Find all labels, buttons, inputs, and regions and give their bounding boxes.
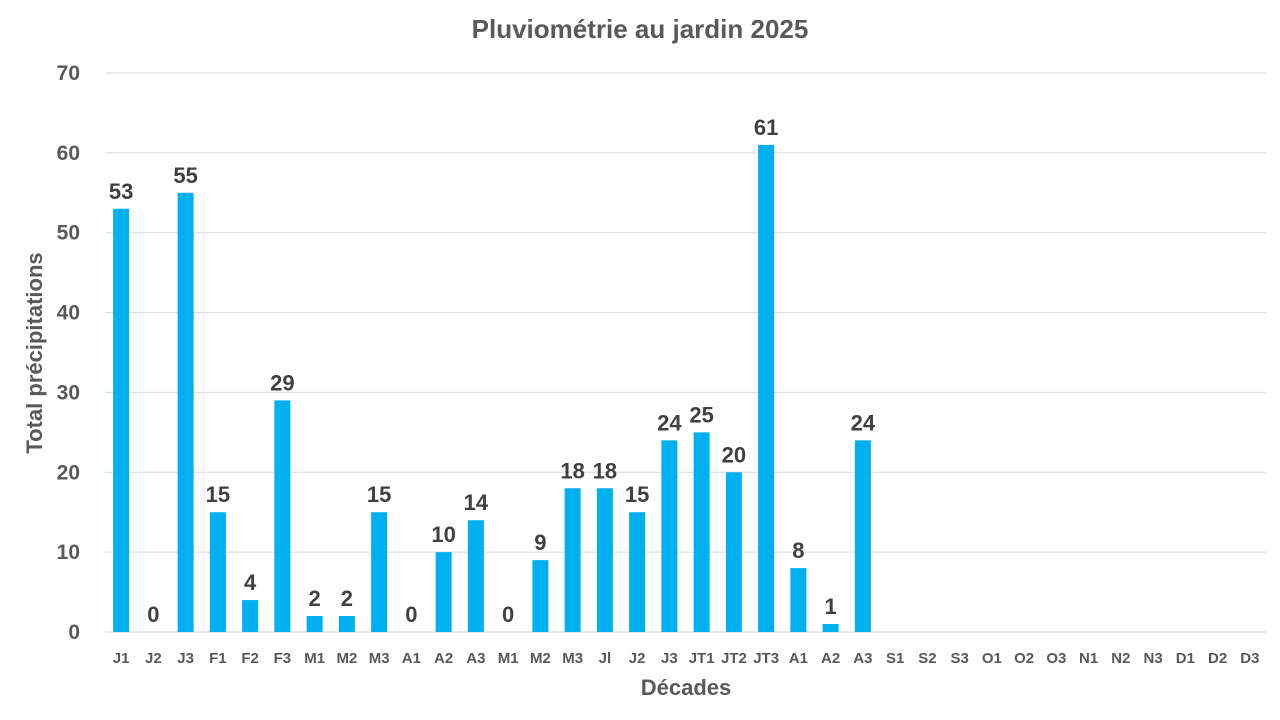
bar: [693, 432, 710, 632]
bar: [209, 512, 226, 632]
y-tick-label: 20: [57, 461, 80, 484]
data-label: 4: [244, 570, 257, 595]
bar: [661, 440, 678, 632]
x-tick-label: JT2: [721, 650, 747, 667]
bar: [596, 488, 613, 632]
data-label: 15: [206, 482, 230, 507]
x-tick-label: N2: [1111, 650, 1130, 667]
data-label: 1: [825, 594, 837, 619]
x-tick-label: M1: [304, 650, 325, 667]
bar: [725, 472, 742, 632]
data-label: 25: [689, 402, 713, 427]
x-tick-label: F2: [241, 650, 259, 667]
bar: [435, 552, 452, 632]
x-tick-label: A2: [821, 650, 840, 667]
bars: [113, 144, 871, 633]
data-label: 24: [657, 410, 682, 435]
data-label: 2: [341, 586, 353, 611]
x-tick-label: O3: [1046, 650, 1066, 667]
x-tick-label: J2: [629, 650, 646, 667]
bar: [338, 616, 355, 632]
data-label: 0: [147, 602, 159, 627]
data-label: 53: [109, 179, 133, 204]
bar: [371, 512, 388, 632]
data-label: 0: [502, 602, 514, 627]
x-tick-label: O1: [982, 650, 1002, 667]
x-tick-label: A1: [789, 650, 808, 667]
data-label: 18: [560, 458, 584, 483]
chart-title: Pluviométrie au jardin 2025: [472, 14, 809, 44]
data-label: 14: [464, 490, 489, 515]
data-label: 24: [851, 410, 876, 435]
bar: [629, 512, 646, 632]
bar: [177, 192, 194, 633]
bar: [758, 144, 775, 632]
x-tick-label: F3: [274, 650, 292, 667]
x-tick-label: S1: [886, 650, 904, 667]
x-tick-label: O2: [1014, 650, 1034, 667]
bar: [790, 568, 807, 632]
data-label: 20: [722, 442, 746, 467]
bar: [274, 400, 291, 632]
y-tick-label: 0: [68, 621, 80, 644]
y-tick-label: 30: [57, 381, 80, 404]
data-label: 15: [367, 482, 391, 507]
x-tick-label: A3: [466, 650, 485, 667]
x-tick-label: J2: [145, 650, 162, 667]
x-tick-label: J1: [113, 650, 130, 667]
x-tick-label: J3: [661, 650, 678, 667]
x-tick-label: N1: [1079, 650, 1098, 667]
x-tick-label: M3: [369, 650, 390, 667]
gridlines: [105, 72, 1266, 633]
data-label: 0: [405, 602, 417, 627]
bar: [467, 520, 484, 632]
x-tick-label: A2: [434, 650, 453, 667]
bar: [113, 208, 130, 632]
x-axis-ticks: J1 J2 J3 F1 F2 F3 M1 M2 M3 A1 A2 A3 M1 M2 M3 Jl J2 J3 JT1 J…: [113, 650, 1260, 667]
x-tick-label: D1: [1176, 650, 1195, 667]
x-tick-label: M1: [498, 650, 519, 667]
data-labels: 53 0 55 15 4 29 2 2 15 0 10 14 0 9 18 18 15 24 25 20 61 8 1 24: [109, 115, 876, 627]
x-tick-label: A3: [853, 650, 872, 667]
bar: [532, 560, 549, 632]
x-tick-label: S3: [950, 650, 968, 667]
data-label: 8: [792, 538, 804, 563]
y-tick-label: 40: [57, 302, 80, 325]
x-tick-label: A1: [402, 650, 421, 667]
x-tick-label: M3: [562, 650, 583, 667]
bar: [306, 616, 323, 632]
x-axis-title: Décades: [641, 675, 732, 700]
y-axis-ticks: 0 10 20 30 40 50 60 70: [57, 62, 80, 644]
data-label: 18: [593, 458, 617, 483]
data-label: 9: [534, 530, 546, 555]
y-tick-label: 50: [57, 222, 80, 245]
bar: [822, 624, 839, 632]
y-tick-label: 60: [57, 142, 80, 165]
data-label: 10: [431, 522, 455, 547]
x-tick-label: M2: [336, 650, 357, 667]
x-tick-label: D2: [1208, 650, 1227, 667]
data-label: 29: [270, 370, 294, 395]
data-label: 61: [754, 115, 778, 140]
bar: [564, 488, 581, 632]
x-tick-label: M2: [530, 650, 551, 667]
bar: [242, 600, 259, 632]
y-tick-label: 70: [57, 62, 80, 85]
data-label: 55: [173, 163, 197, 188]
data-label: 15: [625, 482, 649, 507]
bar: [854, 440, 871, 632]
x-tick-label: JT1: [689, 650, 715, 667]
x-tick-label: D3: [1240, 650, 1259, 667]
y-tick-label: 10: [57, 541, 80, 564]
x-tick-label: N3: [1144, 650, 1163, 667]
x-tick-label: JT3: [753, 650, 779, 667]
data-label: 2: [309, 586, 321, 611]
x-tick-label: S2: [918, 650, 936, 667]
y-axis-title: Total précipitations: [22, 252, 47, 453]
x-tick-label: Jl: [599, 650, 612, 667]
x-tick-label: J3: [177, 650, 194, 667]
x-tick-label: F1: [209, 650, 227, 667]
